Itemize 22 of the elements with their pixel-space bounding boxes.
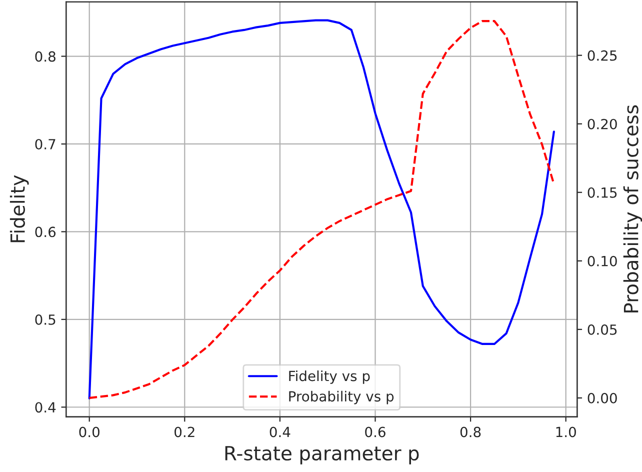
x-tick-label: 0.8 [460, 426, 481, 438]
x-tick-label: 0.0 [79, 426, 100, 438]
y-tick-label: 0.4 [35, 402, 56, 413]
x-tick-label: 0.6 [365, 426, 386, 438]
y2-tick-label: 0.10 [588, 256, 617, 266]
y-axis-title: Fidelity [10, 175, 29, 242]
legend-label: Probability vs p [289, 390, 394, 404]
x-tick-label: 0.2 [174, 426, 194, 438]
y-tick-label: 0.8 [35, 51, 56, 62]
x-tick-label: 0.4 [270, 426, 290, 438]
y2-tick-label: 0.15 [588, 187, 617, 198]
y2-tick-label: 0.00 [588, 392, 617, 404]
y-tick-label: 0.6 [35, 226, 56, 238]
legend-label: Fidelity vs p [289, 370, 370, 384]
y-tick-label: 0.5 [35, 314, 56, 325]
y2-tick-label: 0.25 [588, 50, 617, 61]
y2-axis-title: Probability of success [623, 105, 642, 312]
x-axis-title: R-state parameter p [225, 446, 419, 464]
y2-tick-label: 0.20 [588, 118, 617, 130]
x-tick-label: 1.0 [556, 426, 576, 438]
y2-tick-label: 0.05 [588, 324, 617, 335]
y-tick-label: 0.7 [35, 138, 56, 150]
